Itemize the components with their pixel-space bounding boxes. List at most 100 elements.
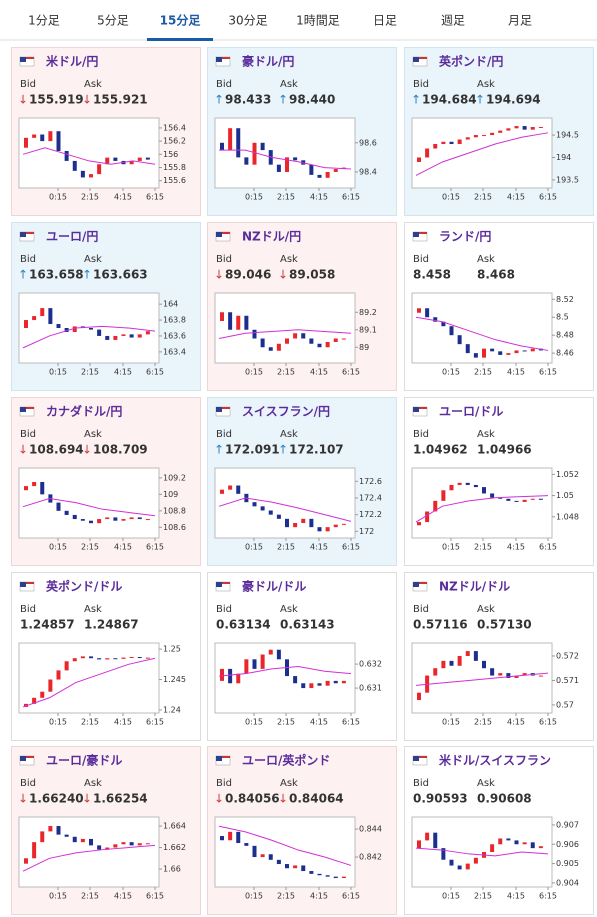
tab-label: 15分足 [160, 13, 201, 28]
tab[interactable]: 1分足 [28, 14, 60, 28]
ask-label: Ask [280, 79, 298, 90]
rate-card[interactable]: 豪ドル/ドル Bid Ask 0.63134 0.63143 0.632 0.631 0:15… [207, 572, 397, 741]
ask-label: Ask [477, 79, 495, 90]
candle [113, 658, 118, 660]
tab[interactable]: 週足 [441, 14, 465, 28]
x-tick-label: 4:15 [310, 543, 328, 552]
rate-card[interactable]: ユーロ/豪ドル Bid Ask ↓ ↓1.66240 1.66254 1.664 1.662 1… [11, 746, 201, 915]
candle [490, 844, 495, 852]
candle [105, 847, 110, 850]
tab[interactable]: 1時間足 [296, 14, 340, 28]
candle [220, 142, 224, 151]
candle [514, 126, 519, 129]
rate-card[interactable]: 英ポンド/ドル Bid Ask 1.24857 1.24867 1.25 1.245 1.24… [11, 572, 201, 741]
bid-arrow: ↑ [214, 93, 224, 107]
x-tick-label: 2:15 [81, 193, 99, 202]
x-tick-label: 6:15 [342, 193, 360, 202]
candle [244, 659, 249, 674]
tab[interactable]: 5分足 [97, 14, 129, 28]
rate-card[interactable]: カナダドル/円 Bid Ask ↓ ↓108.694 108.709 109.2 109 108… [11, 397, 201, 566]
y-tick-label: 1.048 [556, 512, 579, 521]
candle [48, 679, 53, 692]
candle [129, 657, 134, 658]
rate-card[interactable]: スイスフラン/円 Bid Ask ↑ ↑172.091 172.107 172.6 172.4… [207, 397, 397, 566]
x-tick-label: 0:15 [245, 368, 263, 377]
x-tick-label: 4:15 [114, 368, 132, 377]
y-tick-label: 172.4 [359, 494, 382, 503]
rate-card[interactable]: ユーロ/円 Bid Ask ↑ ↑163.658 163.663 164 163.8 163.6… [11, 222, 201, 391]
tab[interactable]: 月足 [508, 14, 532, 28]
x-tick-label: 2:15 [81, 543, 99, 552]
x-tick-label: 6:15 [539, 193, 557, 202]
candle [97, 164, 102, 175]
ask-value: 89.058 [289, 268, 335, 282]
candle [113, 335, 118, 340]
candle [252, 142, 257, 165]
y-tick-label: 0.907 [556, 820, 579, 829]
ask-arrow: ↓ [278, 268, 288, 282]
rate-card[interactable]: 米ドル/スイスフラン Bid Ask 0.90593 0.90608 0.907 0.906… [404, 746, 594, 915]
rate-card[interactable]: ランド/円 Bid Ask 8.458 8.468 8.52 8.5 8.48 8.46 0:15… [404, 222, 594, 391]
x-tick-label: 4:15 [507, 193, 525, 202]
pair-name: カナダドル/円 [46, 404, 122, 419]
tab[interactable]: 30分足 [228, 14, 267, 28]
candle [129, 842, 134, 846]
flag-icon-part [419, 232, 427, 234]
x-tick-label: 0:15 [245, 193, 263, 202]
flag-icon-part [216, 232, 222, 237]
candle [538, 498, 543, 500]
x-tick-label: 0:15 [442, 892, 460, 901]
candle [522, 126, 527, 130]
candle [72, 326, 77, 332]
ask-arrow: ↑ [278, 93, 288, 107]
candle [137, 657, 142, 658]
pair-name: NZドル/円 [242, 230, 301, 244]
chart-frame [214, 117, 356, 189]
moving-average [22, 147, 156, 165]
flag-icon-part [419, 57, 427, 59]
rate-card[interactable]: NZドル/ドル Bid Ask 0.57116 0.57130 0.572 0.571 0.5… [404, 572, 594, 741]
candle [48, 826, 53, 832]
ask-value: 163.663 [93, 268, 148, 282]
candle [417, 308, 421, 313]
bid-label: Bid [20, 604, 36, 615]
bid-label: Bid [216, 79, 232, 90]
chart-frame [411, 117, 553, 189]
candle [441, 660, 446, 669]
candle [425, 511, 430, 523]
rate-card[interactable]: ユーロ/ドル Bid Ask 1.04962 1.04966 1.052 1.05 1.048… [404, 397, 594, 566]
rate-card[interactable]: 英ポンド/円 Bid Ask ↑ ↑194.684 194.694 194.5 194 193.… [404, 47, 594, 216]
y-tick-label: 109 [163, 490, 178, 499]
candle [482, 135, 486, 137]
rate-card[interactable]: 米ドル/円 Bid Ask ↓ ↓155.919 155.921 156.4 156.2 156… [11, 47, 201, 216]
flag-icon-part [413, 756, 419, 761]
pair-name: 英ポンド/ドル [46, 579, 122, 594]
tab-label: 日足 [373, 14, 397, 28]
candle [293, 523, 298, 528]
candle [325, 171, 330, 178]
y-tick-label: 0.572 [556, 651, 579, 660]
candle [105, 517, 110, 520]
tab[interactable]: 日足 [373, 14, 397, 28]
rate-card[interactable]: ユーロ/英ポンド Bid Ask ↓ ↓0.84056 0.84064 0.844 0.842… [207, 746, 397, 915]
tab[interactable]: 15分足 [147, 13, 213, 42]
x-tick-label: 4:15 [114, 892, 132, 901]
candle [89, 656, 93, 659]
y-tick-label: 163.6 [163, 331, 186, 340]
candle [260, 854, 265, 858]
ask-arrow: ↓ [278, 792, 288, 806]
x-tick-label: 2:15 [277, 718, 295, 727]
y-tick-label: 98.6 [359, 138, 377, 147]
bid-label: Bid [216, 604, 232, 615]
candle [276, 859, 281, 865]
ask-value: 1.04966 [477, 443, 532, 457]
flag-icon-part [222, 756, 230, 758]
ask-arrow: ↑ [475, 93, 485, 107]
chart-frame [214, 816, 356, 888]
candle [449, 326, 454, 336]
y-tick-label: 89.1 [359, 325, 377, 334]
bid-label: Bid [413, 604, 429, 615]
x-tick-label: 0:15 [245, 543, 263, 552]
